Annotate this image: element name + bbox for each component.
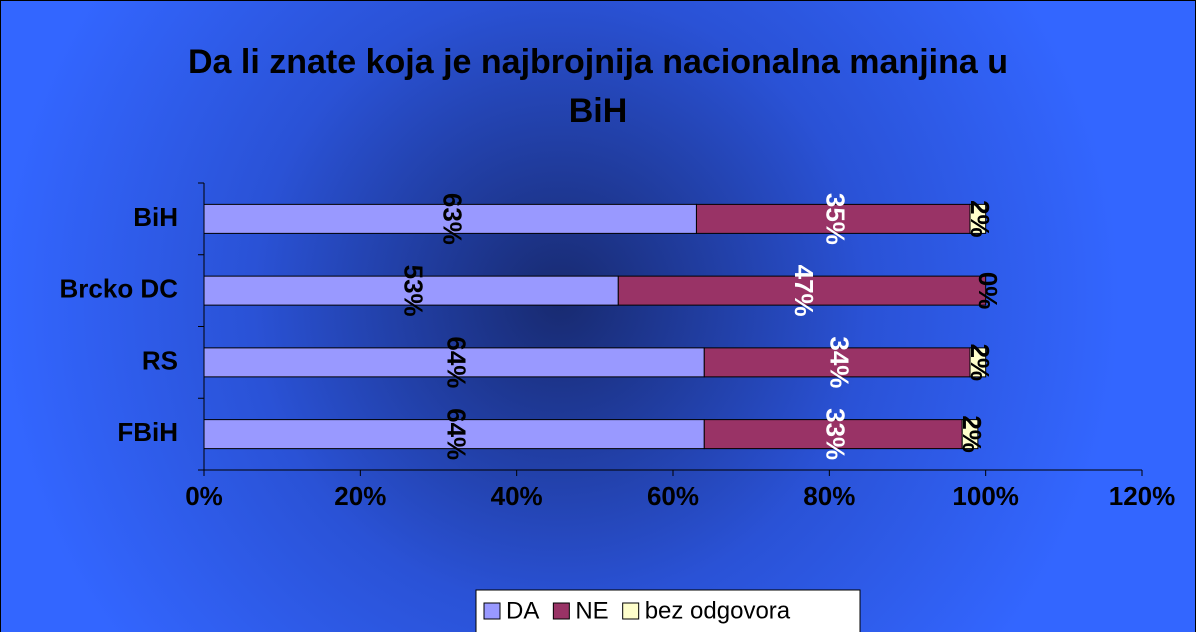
bar-segment bbox=[695, 203, 971, 234]
bar-segment bbox=[617, 275, 987, 306]
x-tick-label: 0% bbox=[185, 481, 223, 511]
x-tick-label: 100% bbox=[952, 481, 1019, 511]
legend-swatch bbox=[622, 602, 640, 620]
x-tick-label: 120% bbox=[1109, 481, 1176, 511]
chart-title: BiH bbox=[569, 92, 628, 130]
data-label: 2% bbox=[965, 344, 995, 382]
bar-segment bbox=[203, 419, 705, 450]
legend bbox=[475, 589, 861, 635]
data-label: 64% bbox=[441, 408, 471, 460]
data-label: 2% bbox=[957, 415, 987, 453]
data-label: 63% bbox=[437, 193, 467, 245]
data-label: 2% bbox=[965, 200, 995, 238]
data-label: 47% bbox=[789, 265, 819, 317]
x-tick-label: 60% bbox=[647, 481, 699, 511]
data-label: 53% bbox=[398, 265, 428, 317]
bar-segment bbox=[969, 347, 987, 378]
bar-segment bbox=[703, 347, 971, 378]
y-tick-label: BiH bbox=[133, 202, 178, 232]
bar-segment bbox=[961, 419, 979, 450]
legend-label: bez odgovora bbox=[645, 597, 791, 624]
legend-swatch bbox=[483, 602, 501, 620]
legend-swatch bbox=[552, 602, 570, 620]
data-label: 35% bbox=[820, 193, 850, 245]
data-label: 34% bbox=[824, 336, 854, 388]
data-label: 0% bbox=[973, 272, 1003, 310]
y-tick-label: RS bbox=[142, 345, 178, 375]
data-label: 33% bbox=[820, 408, 850, 460]
x-tick-label: 80% bbox=[803, 481, 855, 511]
x-tick-label: 20% bbox=[334, 481, 386, 511]
y-tick-label: Brcko DC bbox=[60, 274, 179, 304]
chart-title: Da li znate koja je najbrojnija nacional… bbox=[188, 43, 1008, 81]
bar-segment bbox=[203, 347, 705, 378]
data-label: 64% bbox=[441, 336, 471, 388]
x-tick-label: 40% bbox=[491, 481, 543, 511]
legend-label: NE bbox=[575, 597, 608, 624]
legend-label: DA bbox=[506, 597, 539, 624]
bar-segment bbox=[969, 203, 987, 234]
bar-segment bbox=[203, 275, 619, 306]
y-tick-label: FBiH bbox=[117, 417, 178, 447]
bar-segment bbox=[703, 419, 963, 450]
